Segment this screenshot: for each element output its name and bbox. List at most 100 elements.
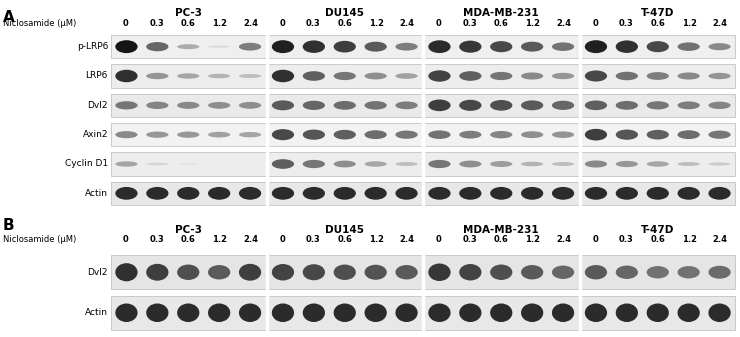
Ellipse shape [616,187,638,200]
Bar [111,123,266,146]
Ellipse shape [334,101,356,110]
Ellipse shape [303,187,325,200]
Ellipse shape [395,43,417,51]
Text: Niclosamide (μM): Niclosamide (μM) [3,236,76,245]
Text: 1.2: 1.2 [682,19,696,28]
Ellipse shape [678,72,700,80]
Ellipse shape [647,266,669,278]
Text: 1.2: 1.2 [369,19,383,28]
Ellipse shape [616,72,638,80]
Ellipse shape [239,163,261,164]
Ellipse shape [616,304,638,322]
Ellipse shape [708,43,730,50]
Text: Cyclin D1: Cyclin D1 [65,159,108,168]
Text: 0.3: 0.3 [619,236,634,245]
Ellipse shape [303,160,325,168]
Text: 0.3: 0.3 [619,19,634,28]
Ellipse shape [521,72,543,80]
Ellipse shape [334,187,356,200]
Ellipse shape [490,265,512,280]
Ellipse shape [521,304,543,322]
Ellipse shape [552,42,574,51]
Ellipse shape [585,129,607,141]
Ellipse shape [395,101,417,109]
Bar [267,182,422,205]
Ellipse shape [239,264,261,281]
Ellipse shape [177,102,199,109]
Text: 0.3: 0.3 [149,19,164,28]
Bar [424,296,579,330]
Text: 0: 0 [279,236,285,245]
Ellipse shape [585,40,607,53]
Text: 0: 0 [436,236,442,245]
Ellipse shape [272,187,294,200]
Bar [580,152,735,176]
Bar [580,296,735,330]
Text: 2.4: 2.4 [243,19,258,28]
Ellipse shape [460,304,482,322]
Ellipse shape [208,102,230,109]
Bar [111,296,266,330]
Ellipse shape [115,70,138,82]
Ellipse shape [395,162,417,166]
Bar [111,94,266,117]
Text: Dvl2: Dvl2 [87,268,108,277]
Bar [267,35,422,58]
Ellipse shape [428,304,451,322]
Ellipse shape [147,163,169,165]
Ellipse shape [490,131,512,139]
Ellipse shape [115,161,138,167]
Ellipse shape [115,304,138,322]
Ellipse shape [208,187,230,200]
Ellipse shape [208,74,230,78]
Ellipse shape [678,162,700,166]
Ellipse shape [147,73,169,79]
Ellipse shape [647,187,669,200]
Text: 0.6: 0.6 [650,19,665,28]
Ellipse shape [147,42,169,51]
Text: MDA-MB-231: MDA-MB-231 [463,8,539,18]
Ellipse shape [177,163,199,165]
Ellipse shape [647,304,669,322]
Ellipse shape [460,71,482,81]
Ellipse shape [616,161,638,167]
Ellipse shape [334,72,356,80]
Ellipse shape [303,304,325,322]
Ellipse shape [708,130,730,139]
Ellipse shape [303,71,325,81]
Ellipse shape [616,266,638,279]
Ellipse shape [272,264,294,280]
Ellipse shape [647,101,669,110]
Ellipse shape [115,101,138,110]
Text: 0: 0 [123,236,129,245]
Ellipse shape [239,187,261,200]
Text: PC-3: PC-3 [175,225,202,235]
Bar [267,296,422,330]
Ellipse shape [460,264,482,280]
Bar [424,152,579,176]
Text: 0.6: 0.6 [181,19,195,28]
Ellipse shape [303,40,325,53]
Bar [424,64,579,88]
Ellipse shape [490,100,512,111]
Text: 0: 0 [279,19,285,28]
Ellipse shape [460,161,482,167]
Ellipse shape [239,74,261,78]
Ellipse shape [365,42,387,52]
Ellipse shape [395,304,417,322]
Ellipse shape [585,70,607,82]
Text: 2.4: 2.4 [556,236,571,245]
Ellipse shape [395,187,417,200]
Ellipse shape [460,187,482,200]
Ellipse shape [177,304,199,322]
Text: 1.2: 1.2 [212,236,227,245]
Ellipse shape [177,44,199,49]
Ellipse shape [460,100,482,111]
Ellipse shape [521,187,543,200]
Ellipse shape [521,131,543,138]
Text: 0.6: 0.6 [181,236,195,245]
Text: 0.6: 0.6 [494,236,508,245]
Ellipse shape [395,265,417,279]
Ellipse shape [678,187,700,200]
Text: 1.2: 1.2 [682,236,696,245]
